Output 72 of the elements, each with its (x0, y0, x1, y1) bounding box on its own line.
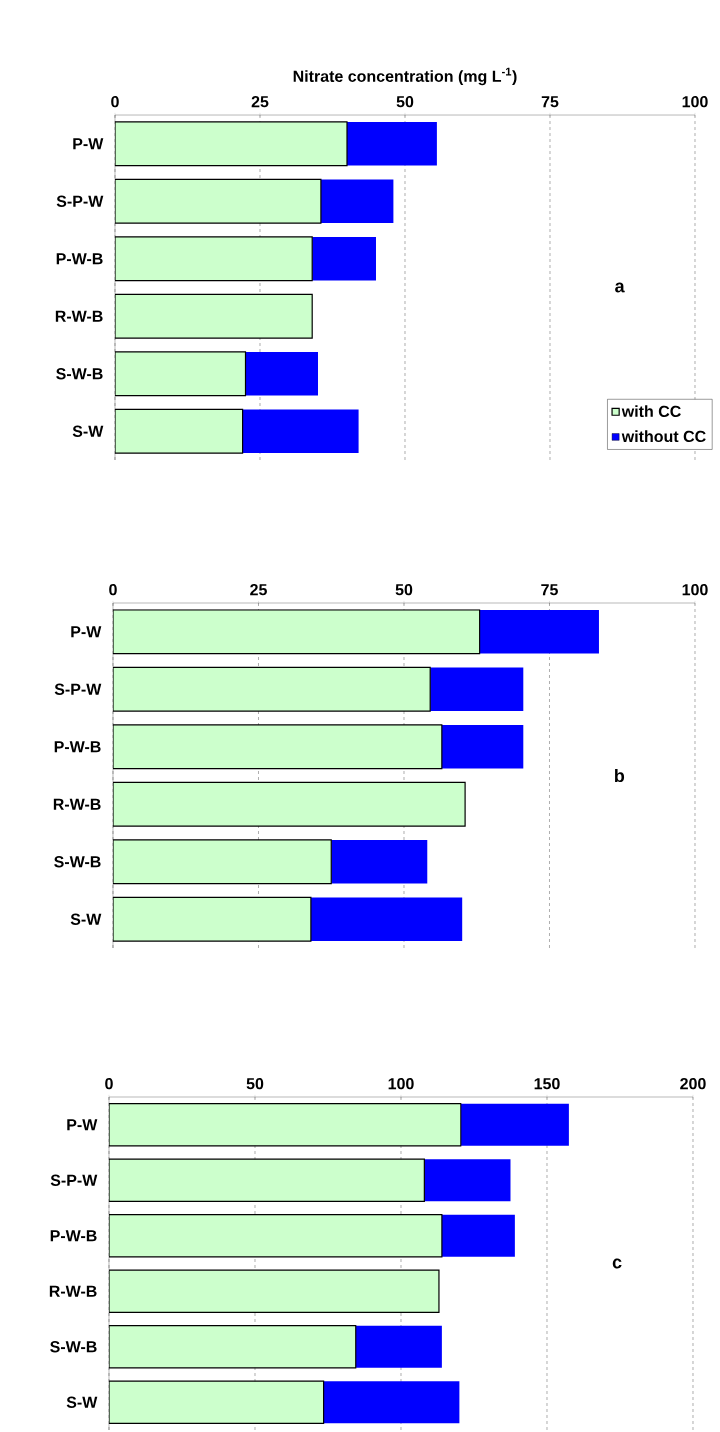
x-tick-label: 25 (250, 584, 267, 596)
y-tick-label: P-W-B (56, 253, 103, 265)
bar (109, 1325, 357, 1369)
bar (113, 609, 481, 655)
y-tick-label: P-W (71, 626, 102, 638)
y-tick-label: S-W-B (54, 856, 101, 868)
bar (430, 667, 524, 712)
x-tick-label: 25 (251, 96, 269, 108)
y-tick-label: P-W (73, 138, 104, 150)
y-tick-label: P-W-B (50, 1230, 97, 1242)
bar (109, 1103, 462, 1147)
bar (320, 179, 394, 224)
annotation: b (615, 768, 625, 783)
bar (113, 666, 431, 712)
y-tick-label: P-W-B (54, 741, 101, 753)
y-tick-label: S-W-B (50, 1341, 97, 1353)
bar (355, 1325, 442, 1368)
bar (109, 1269, 440, 1313)
y-tick-label: S-P-W (50, 1174, 98, 1186)
x-tick-label: 0 (109, 584, 117, 596)
bar (460, 1103, 569, 1146)
x-tick-label: 200 (680, 1078, 706, 1090)
annotation: c (612, 1258, 622, 1269)
bar (115, 351, 247, 397)
y-tick-label: S-W (70, 913, 102, 925)
bar (312, 236, 376, 281)
y-tick-label: R-W-B (55, 310, 103, 322)
legend-label: without CC (621, 430, 706, 443)
x-tick-label: 0 (105, 1078, 113, 1090)
bar (441, 724, 524, 769)
bar (109, 1158, 425, 1202)
x-tick-label: 50 (246, 1078, 264, 1090)
bar (323, 1381, 460, 1424)
bar (310, 897, 463, 942)
bar (479, 609, 599, 654)
bar (424, 1159, 511, 1202)
x-tick-label: 50 (395, 584, 413, 596)
y-tick-label: S-W (66, 1396, 98, 1408)
x-tick-label: 75 (541, 96, 559, 108)
bar (113, 839, 332, 885)
x-tick-label: 50 (396, 96, 414, 108)
y-tick-label: S-P-W (56, 195, 104, 207)
bar (115, 178, 322, 224)
bar (115, 236, 313, 282)
x-tick-label: 150 (534, 1078, 560, 1090)
bar (245, 351, 318, 396)
bar (113, 781, 466, 827)
legend-label: with CC (621, 405, 681, 418)
x-tick-label: 100 (682, 96, 708, 108)
bar (331, 839, 428, 884)
bar (115, 121, 348, 167)
bar (109, 1380, 325, 1424)
bar (113, 896, 312, 942)
y-tick-label: S-W (72, 425, 104, 437)
y-tick-label: S-P-W (54, 683, 102, 695)
bar (115, 293, 313, 339)
y-tick-label: R-W-B (49, 1285, 97, 1297)
bar (441, 1214, 515, 1257)
x-axis-title: Nitrate concentration (mg L$^{-1}$) (293, 67, 517, 86)
y-tick-label: R-W-B (53, 798, 101, 810)
bar (347, 121, 437, 166)
y-tick-label: S-W-B (56, 368, 103, 380)
y-tick-label: P-W (67, 1119, 98, 1131)
x-tick-label: 100 (682, 584, 708, 596)
x-tick-label: 100 (388, 1078, 414, 1090)
x-tick-label: 0 (111, 96, 119, 108)
bar (242, 409, 359, 454)
annotation: a (615, 282, 625, 293)
bar (115, 408, 244, 454)
bar (113, 724, 443, 770)
x-tick-label: 75 (541, 584, 558, 596)
bar (109, 1214, 443, 1258)
